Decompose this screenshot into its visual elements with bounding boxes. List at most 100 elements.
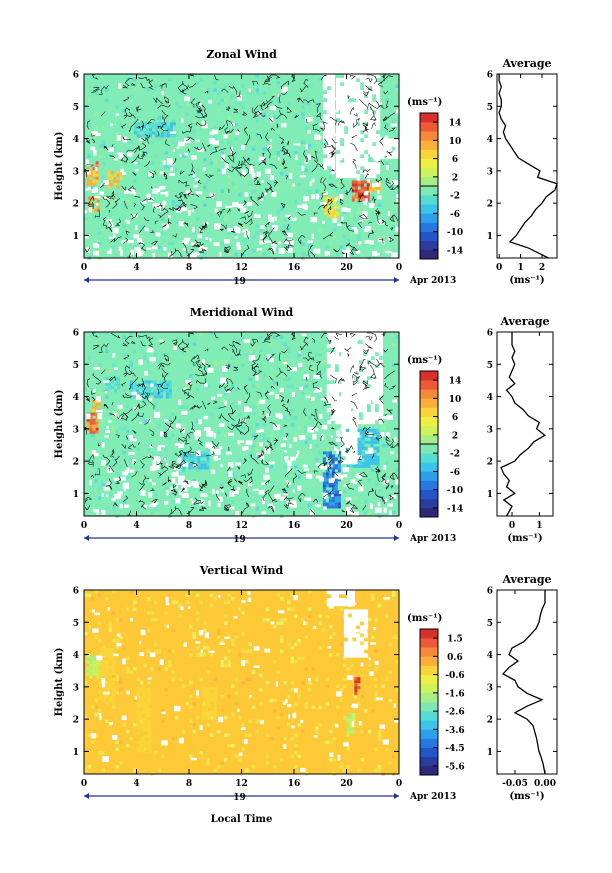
gap-cell xyxy=(207,367,214,373)
gap-cell xyxy=(96,203,99,206)
feature-cell xyxy=(337,451,341,455)
gap-cell xyxy=(174,443,180,446)
field-cell xyxy=(150,203,154,207)
gap-cell xyxy=(96,655,103,661)
field-cell xyxy=(136,496,140,500)
feature-cell xyxy=(139,122,143,126)
field-cell xyxy=(301,454,305,458)
field-cell xyxy=(280,712,284,716)
gap-cell xyxy=(377,195,382,200)
field-cell xyxy=(280,618,284,622)
feature-cell xyxy=(358,458,362,462)
field-cell xyxy=(315,353,319,357)
feature-cell xyxy=(145,704,149,708)
field-cell xyxy=(367,730,371,734)
contour-line xyxy=(279,94,281,104)
gap-cell xyxy=(344,250,349,255)
gap-cell xyxy=(310,509,314,516)
gap-cell xyxy=(383,499,388,502)
field-cell xyxy=(196,653,200,657)
field-cell xyxy=(108,628,112,632)
contour-line xyxy=(143,475,150,480)
gap-cell xyxy=(367,123,373,128)
field-cell xyxy=(143,356,147,360)
gap-cell xyxy=(338,407,344,413)
gap-cell xyxy=(126,467,130,474)
field-cell xyxy=(231,500,235,504)
field-cell xyxy=(112,507,116,511)
feature-cell xyxy=(117,377,120,381)
feature-cell xyxy=(368,180,372,184)
gap-cell xyxy=(326,139,334,143)
missing-cell xyxy=(374,376,379,381)
missing-cell xyxy=(326,376,331,381)
feature-cell xyxy=(208,710,212,714)
missing-cell xyxy=(352,154,357,159)
field-cell xyxy=(308,200,312,204)
feature-cell xyxy=(166,131,170,135)
colorbar-frame xyxy=(419,628,439,776)
field-cell xyxy=(203,702,207,706)
contour-line xyxy=(236,349,242,356)
contour-line xyxy=(109,376,116,381)
feature-cell xyxy=(95,427,99,431)
gap-cell xyxy=(283,450,287,453)
field-cell xyxy=(241,200,245,204)
contour-line xyxy=(240,166,250,177)
field-cell xyxy=(196,217,200,221)
contour-line xyxy=(98,84,109,95)
contour-line xyxy=(261,459,264,465)
field-cell xyxy=(283,618,287,622)
feature-cell xyxy=(148,695,152,699)
field-cell xyxy=(154,751,158,755)
missing-cell xyxy=(358,356,363,361)
field-cell xyxy=(220,709,224,713)
missing-cell xyxy=(370,380,375,385)
colorbar-label: (ms⁻¹) xyxy=(407,97,442,108)
gap-cell xyxy=(131,214,138,218)
field-cell xyxy=(122,500,126,504)
feature-patch xyxy=(202,686,218,720)
field-cell xyxy=(315,370,319,374)
missing-cell xyxy=(330,78,336,83)
contour-line xyxy=(190,98,196,109)
field-cell xyxy=(108,493,112,497)
missing-cell xyxy=(372,174,377,179)
field-cell xyxy=(259,674,263,678)
field-cell xyxy=(252,444,256,448)
field-cell xyxy=(353,496,357,500)
contour-line xyxy=(348,502,359,510)
feature-cell xyxy=(367,440,371,444)
field-cell xyxy=(105,88,109,92)
field-cell xyxy=(297,639,301,643)
contour-line xyxy=(384,370,395,380)
field-cell xyxy=(276,670,280,674)
field-cell xyxy=(304,126,308,130)
gap-cell xyxy=(167,427,173,430)
field-cell xyxy=(287,600,291,604)
missing-cell xyxy=(348,90,353,95)
gap-cell xyxy=(391,252,398,258)
field-cell xyxy=(329,242,333,246)
contour-line xyxy=(283,424,288,427)
gap-cell xyxy=(203,427,211,431)
field-cell xyxy=(189,388,193,392)
field-cell xyxy=(283,737,287,741)
contour-line xyxy=(124,372,130,377)
feature-cell xyxy=(116,179,120,183)
missing-cell xyxy=(347,609,353,614)
feature-cell xyxy=(188,466,192,470)
gap-cell xyxy=(133,406,137,411)
gap-cell xyxy=(144,505,148,509)
gap-cell xyxy=(345,88,348,93)
colorbar-cell xyxy=(420,747,438,758)
missing-cell xyxy=(351,613,357,618)
missing-cell xyxy=(368,166,373,171)
feature-cell xyxy=(357,189,361,193)
feature-cell xyxy=(139,740,143,744)
field-cell xyxy=(378,733,382,737)
field-cell xyxy=(259,335,263,339)
field-cell xyxy=(241,632,245,636)
field-cell xyxy=(220,217,224,221)
missing-cell xyxy=(356,86,361,91)
